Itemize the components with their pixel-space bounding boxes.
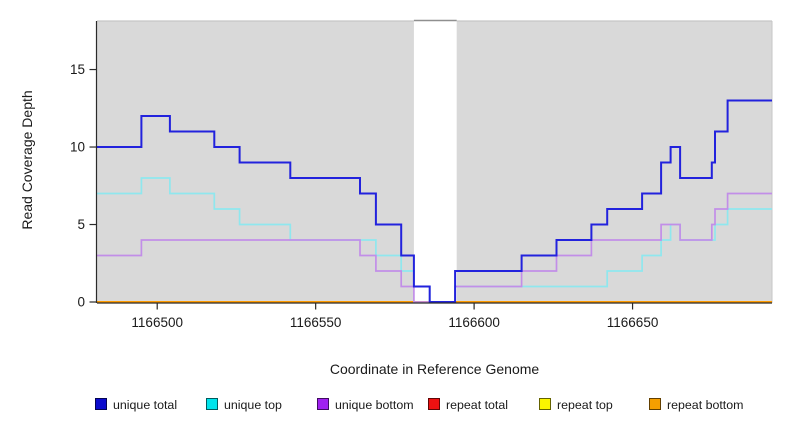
legend-swatch-repeat-top <box>539 398 551 410</box>
y-tick-label-0: 0 <box>77 295 85 310</box>
legend-label-repeat-top: repeat top <box>557 398 613 412</box>
legend-swatch-unique-total <box>95 398 107 410</box>
legend-label-repeat-bottom: repeat bottom <box>667 398 744 412</box>
x-tick-label-1166500: 1166500 <box>131 315 183 330</box>
legend-label-unique-total: unique total <box>113 398 178 412</box>
legend-item-repeat-top: repeat top <box>539 398 613 413</box>
legend-label-unique-bottom: unique bottom <box>335 398 414 412</box>
x-tick-label-1166550: 1166550 <box>290 315 342 330</box>
y-tick-label-15: 15 <box>70 62 85 77</box>
legend-swatch-repeat-total <box>428 398 440 410</box>
x-axis-title: Coordinate in Reference Genome <box>329 361 540 377</box>
legend-item-unique-top: unique top <box>206 398 282 413</box>
legend-label-unique-top: unique top <box>224 398 282 412</box>
series-line-unique-bottom <box>97 192 772 303</box>
legend-item-repeat-bottom: repeat bottom <box>649 398 743 413</box>
legend-swatch-unique-top <box>206 398 218 410</box>
x-tick-label-1166650: 1166650 <box>607 315 659 330</box>
legend-label-repeat-total: repeat total <box>446 398 508 412</box>
legend-swatch-repeat-bottom <box>649 398 661 410</box>
y-axis-title: Read Coverage Depth <box>19 90 35 230</box>
legend-item-repeat-total: repeat total <box>428 398 508 413</box>
series-line-unique-total <box>97 99 772 303</box>
y-tick-label-5: 5 <box>77 217 85 232</box>
legend-swatch-unique-bottom <box>317 398 329 410</box>
x-tick-label-1166600: 1166600 <box>448 315 500 330</box>
gap-band <box>413 19 457 303</box>
legend-item-unique-bottom: unique bottom <box>317 398 414 413</box>
legend: unique total unique top unique bottom repea… <box>0 398 792 416</box>
legend-item-unique-total: unique total <box>95 398 177 413</box>
y-tick-label-10: 10 <box>70 140 85 155</box>
